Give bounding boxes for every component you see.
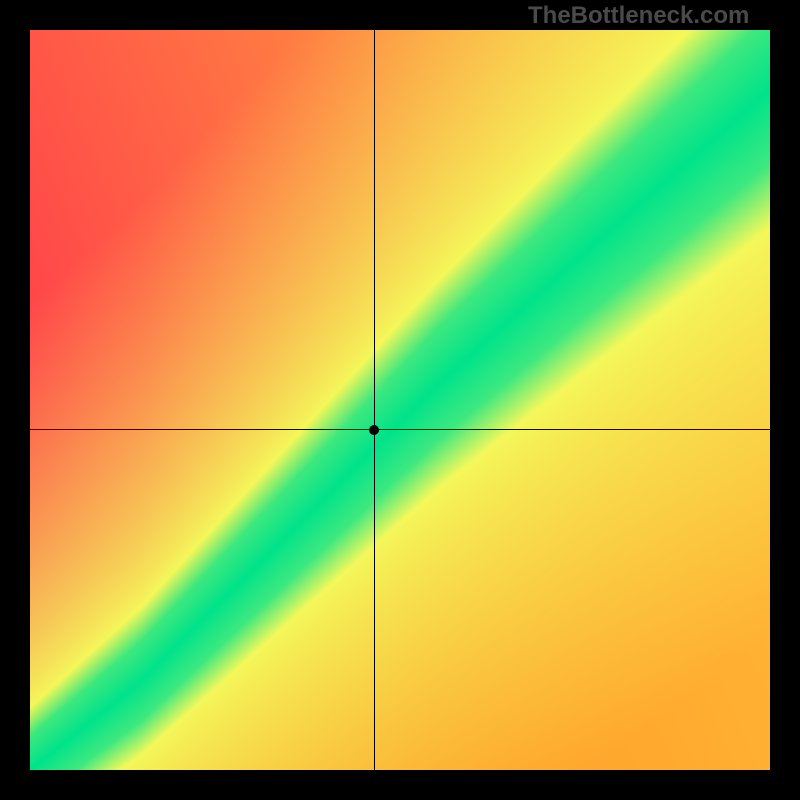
heatmap-canvas [30, 30, 770, 770]
attribution-label: TheBottleneck.com [528, 2, 749, 30]
chart-root: TheBottleneck.com [0, 0, 800, 800]
crosshair-vertical [374, 30, 375, 770]
crosshair-marker-dot [369, 425, 379, 435]
crosshair-horizontal [30, 429, 770, 430]
